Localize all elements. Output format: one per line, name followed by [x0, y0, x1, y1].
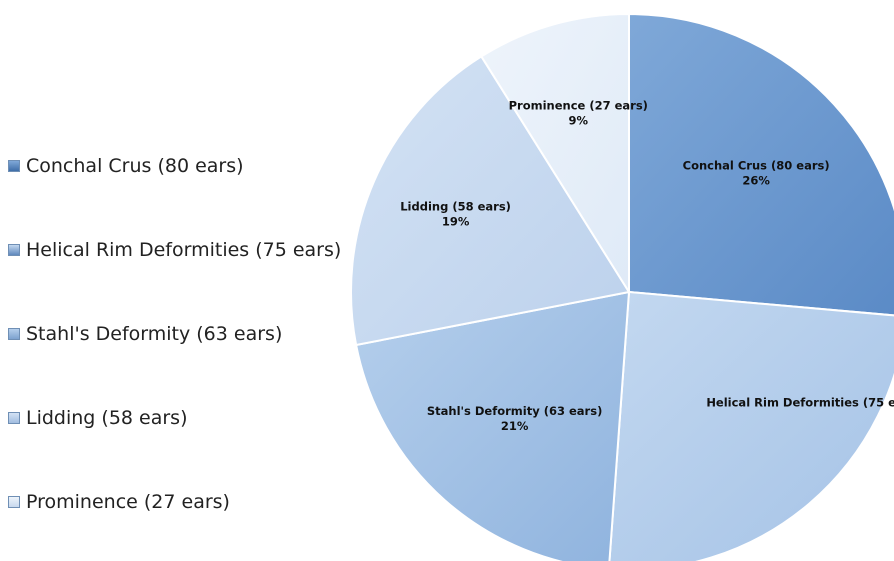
- slice-label: Helical Rim Deformities (75 ears)25%: [706, 396, 894, 410]
- pie-slice: [609, 292, 894, 561]
